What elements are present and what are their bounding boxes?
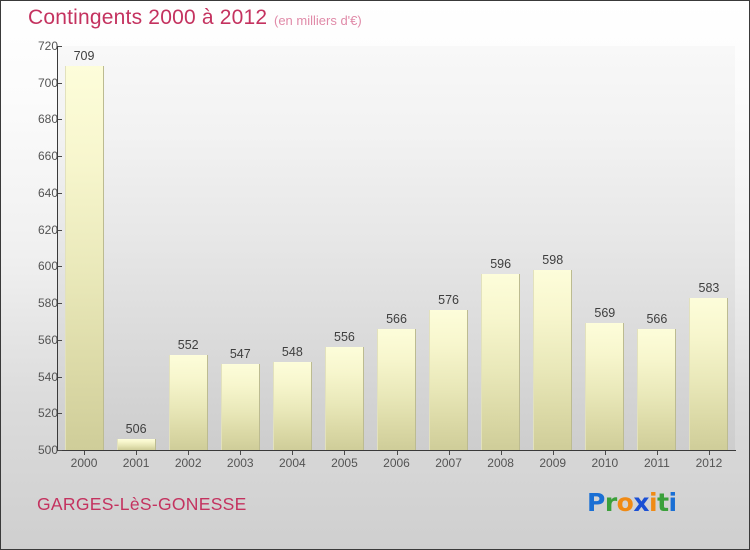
x-tick-label: 2004: [278, 456, 306, 470]
logo-letter: r: [604, 488, 617, 517]
y-tick-mark: [58, 230, 62, 231]
x-tick-label: 2009: [539, 456, 567, 470]
bar-value-label: 566: [646, 311, 668, 326]
x-tick-mark: [397, 451, 398, 455]
y-tick-mark: [58, 266, 62, 267]
x-tick-mark: [136, 451, 137, 455]
page-title: Contingents 2000 à 2012: [28, 6, 268, 29]
bar-value-label: 506: [125, 421, 147, 436]
x-tick-label: 2002: [174, 456, 202, 470]
bar[interactable]: [533, 270, 573, 450]
bar-value-label: 598: [542, 253, 564, 268]
y-tick-label: 660: [37, 149, 58, 164]
y-tick-mark: [58, 193, 62, 194]
y-tick-label: 540: [37, 369, 58, 384]
y-tick-mark: [58, 377, 62, 378]
y-tick-mark: [58, 83, 62, 84]
bar[interactable]: [637, 328, 677, 450]
x-tick-label: 2008: [487, 456, 514, 470]
chart-header: Contingents 2000 à 2012 (en milliers d'€…: [1, 1, 749, 41]
x-tick-mark: [240, 451, 241, 455]
y-tick-mark: [58, 413, 62, 414]
bar-value-label: 566: [386, 311, 407, 326]
y-tick-label: 680: [37, 112, 58, 127]
x-tick-label: 2000: [70, 456, 98, 470]
x-tick-mark: [84, 451, 85, 455]
bar[interactable]: [272, 361, 312, 450]
x-tick-label: 2006: [383, 456, 410, 470]
y-axis-line: [57, 46, 58, 451]
x-tick-mark: [501, 451, 502, 455]
proxiti-logo[interactable]: Proxiti: [587, 488, 677, 517]
y-tick-mark: [58, 119, 62, 120]
x-tick-mark: [449, 451, 450, 455]
y-tick-mark: [58, 340, 62, 341]
logo-letter: t: [657, 488, 669, 517]
y-tick-label: 620: [37, 222, 58, 237]
x-tick-label: 2001: [122, 456, 150, 470]
bar-value-label: 576: [438, 293, 459, 308]
bar-value-label: 556: [333, 330, 355, 345]
bar-value-label: 548: [281, 344, 303, 359]
x-tick-mark: [657, 451, 658, 455]
bar-value-label: 547: [229, 346, 251, 361]
y-tick-label: 700: [37, 75, 58, 90]
x-tick-label: 2010: [591, 456, 619, 470]
y-tick-label: 600: [37, 259, 58, 274]
bar-value-label: 569: [594, 306, 616, 321]
logo-letter: i: [649, 488, 658, 517]
y-tick-mark: [58, 303, 62, 304]
x-tick-label: 2011: [643, 456, 670, 470]
x-tick-mark: [553, 451, 554, 455]
bar[interactable]: [585, 323, 625, 450]
y-tick-label: 640: [37, 185, 58, 200]
x-tick-mark: [188, 451, 189, 455]
x-tick-label: 2007: [435, 456, 462, 470]
x-tick-label: 2012: [695, 456, 723, 470]
x-tick-mark: [605, 451, 606, 455]
logo-letter: P: [587, 488, 605, 517]
commune-name: GARGES-LèS-GONESSE: [37, 494, 247, 514]
y-tick-label: 500: [37, 443, 58, 457]
bar-value-label: 583: [698, 280, 720, 295]
bar[interactable]: [324, 347, 364, 450]
bar[interactable]: [168, 354, 208, 450]
x-tick-mark: [709, 451, 710, 455]
bar[interactable]: [429, 310, 469, 450]
y-tick-mark: [58, 450, 62, 451]
bar-value-label: 552: [177, 337, 199, 352]
chart-subtitle: (en milliers d'€): [274, 13, 362, 28]
y-tick-label: 560: [37, 332, 58, 347]
bar[interactable]: [689, 297, 729, 450]
logo-letter: o: [616, 488, 634, 517]
y-tick-mark: [58, 156, 62, 157]
bar-value-label: 596: [490, 256, 512, 271]
logo-letter: x: [633, 488, 649, 517]
y-tick-label: 720: [37, 39, 58, 53]
bar[interactable]: [220, 363, 260, 450]
y-tick-label: 520: [37, 406, 58, 421]
y-axis: 500 520 540 560 580 600 620 640 660 680 700 720: [1, 1, 58, 549]
x-tick-mark: [292, 451, 293, 455]
bar[interactable]: [377, 328, 416, 450]
x-tick-label: 2005: [331, 456, 358, 470]
bar[interactable]: [64, 66, 104, 450]
y-tick-label: 580: [37, 296, 58, 311]
bar[interactable]: [116, 438, 156, 450]
x-axis-line: [57, 450, 736, 451]
x-tick-mark: [344, 451, 345, 455]
logo-letter: i: [668, 488, 678, 517]
bar-value-label: 709: [73, 49, 95, 64]
y-tick-mark: [58, 46, 62, 47]
x-tick-label: 2003: [226, 456, 254, 470]
bar[interactable]: [481, 273, 521, 450]
